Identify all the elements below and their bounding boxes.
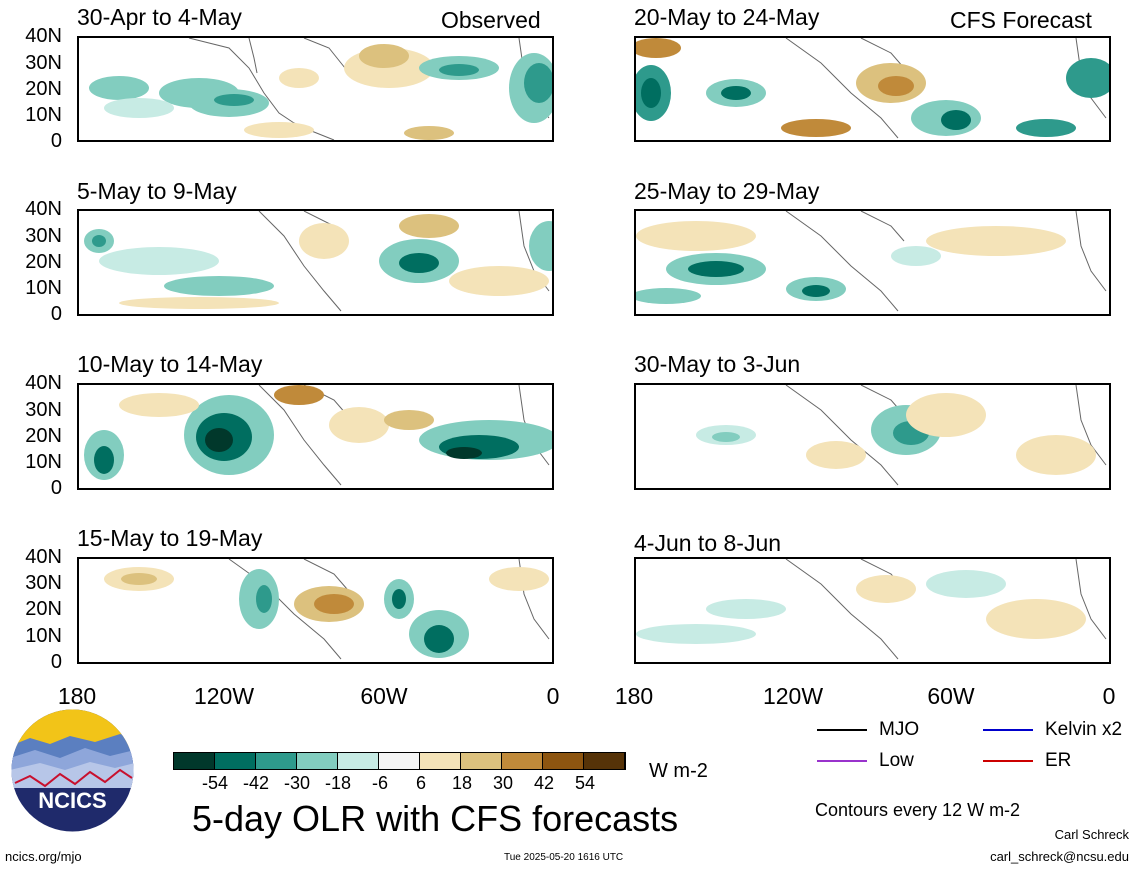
legend-low-label: Low <box>879 750 914 771</box>
colorbar-tick-label: -6 <box>371 773 388 793</box>
lon-label: 180 <box>57 683 97 709</box>
panel-5-title: 10-May to 14-May <box>77 351 263 377</box>
colorbar-tick-label: -30 <box>283 773 310 793</box>
footer-timestamp: Tue 2025-05-20 1616 UTC <box>504 852 624 863</box>
colorbar-tick-label: -18 <box>324 773 351 793</box>
olr-map-panel-2 <box>634 36 1111 142</box>
colorbar <box>173 752 626 770</box>
olr-map-panel-8 <box>634 557 1111 664</box>
colorbar-swatch <box>584 753 625 769</box>
lat-label: 10N <box>25 104 62 126</box>
panel-6-title: 30-May to 3-Jun <box>634 351 801 377</box>
legend-mjo-line <box>817 729 867 731</box>
lat-label: 40N <box>25 25 62 47</box>
lat-label: 20N <box>25 425 62 447</box>
olr-map-panel-1 <box>77 36 554 142</box>
colorbar-swatch <box>256 753 297 769</box>
panel-2-tag: CFS Forecast <box>950 7 1092 33</box>
legend-mjo-label: MJO <box>879 719 920 740</box>
olr-map-panel-7 <box>77 557 554 664</box>
lon-label: 120W <box>762 683 824 709</box>
colorbar-swatch <box>174 753 215 769</box>
main-title: 5-day OLR with CFS forecasts <box>192 798 679 839</box>
lon-label: 0 <box>1102 683 1116 709</box>
lat-label: 10N <box>25 451 62 473</box>
lat-label: 20N <box>25 78 62 100</box>
lat-label: 40N <box>25 372 62 394</box>
lon-label: 120W <box>193 683 255 709</box>
lat-label: 10N <box>25 625 62 647</box>
panel-7-title: 15-May to 19-May <box>77 525 263 551</box>
lat-label: 30N <box>25 52 62 74</box>
legend-kelvin-line <box>983 729 1033 731</box>
ncics-logo: NCICS <box>10 708 135 833</box>
colorbar-swatch <box>420 753 461 769</box>
colorbar-units: W m-2 <box>649 760 708 782</box>
lat-label: 40N <box>25 546 62 568</box>
panel-8-title: 4-Jun to 8-Jun <box>634 530 782 556</box>
contours-note: Contours every 12 W m-2 <box>815 800 1021 820</box>
colorbar-swatch <box>338 753 379 769</box>
panel-1-title: 30-Apr to 4-May <box>77 4 242 30</box>
olr-map-panel-3 <box>77 209 554 316</box>
lat-label: 0 <box>50 651 62 673</box>
lat-label: 30N <box>25 225 62 247</box>
lat-label: 20N <box>25 598 62 620</box>
colorbar-tick-label: 42 <box>533 773 555 793</box>
footer-url[interactable]: ncics.org/mjo <box>5 849 82 864</box>
colorbar-tick-label: -54 <box>201 773 228 793</box>
logo-text: NCICS <box>38 788 106 813</box>
legend-kelvin-label: Kelvin x2 <box>1045 719 1123 740</box>
footer-author: Carl Schreck <box>1054 827 1129 842</box>
lat-label: 0 <box>50 477 62 499</box>
lat-label: 0 <box>50 303 62 325</box>
colorbar-swatch <box>543 753 584 769</box>
lat-label: 30N <box>25 572 62 594</box>
lat-label: 0 <box>50 130 62 152</box>
colorbar-swatch <box>502 753 543 769</box>
lon-label: 60W <box>927 683 975 709</box>
panel-1-tag: Observed <box>441 7 541 33</box>
footer-email[interactable]: carl_schreck@ncsu.edu <box>990 849 1129 864</box>
colorbar-tick-label: -42 <box>242 773 269 793</box>
legend-er-label: ER <box>1045 750 1072 771</box>
colorbar-swatch <box>297 753 338 769</box>
lat-label: 30N <box>25 399 62 421</box>
olr-map-panel-5 <box>77 383 554 490</box>
panel-2-title: 20-May to 24-May <box>634 4 820 30</box>
colorbar-swatch <box>379 753 420 769</box>
panel-4-title: 25-May to 29-May <box>634 178 820 204</box>
colorbar-tick-label: 54 <box>574 773 596 793</box>
colorbar-swatch <box>461 753 502 769</box>
lat-label: 10N <box>25 277 62 299</box>
colorbar-tick-label: 18 <box>451 773 473 793</box>
colorbar-tick-label: 6 <box>415 773 426 793</box>
colorbar-tick-label: 30 <box>492 773 514 793</box>
lon-label: 60W <box>360 683 408 709</box>
lat-label: 40N <box>25 198 62 220</box>
lat-label: 20N <box>25 251 62 273</box>
lon-label: 0 <box>546 683 560 709</box>
legend-low-line <box>817 760 867 762</box>
legend-er-line <box>983 760 1033 762</box>
panel-3-title: 5-May to 9-May <box>77 178 237 204</box>
colorbar-swatch <box>215 753 256 769</box>
lon-label: 180 <box>614 683 654 709</box>
olr-map-panel-4 <box>634 209 1111 316</box>
olr-map-panel-6 <box>634 383 1111 490</box>
